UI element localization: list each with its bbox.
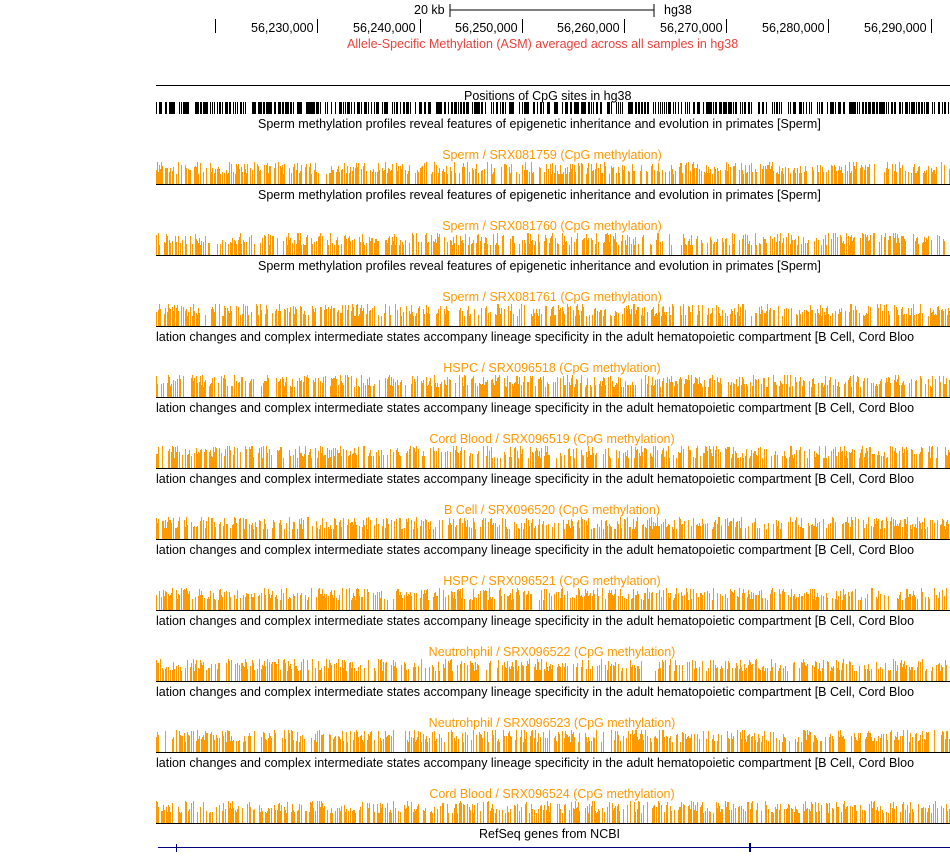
methylation-signal-track[interactable]	[156, 657, 950, 682]
track-group-description[interactable]: Sperm methylation profiles reveal featur…	[258, 188, 821, 202]
methylation-signal-track[interactable]	[156, 728, 950, 753]
track-group-description[interactable]: lation changes and complex intermediate …	[156, 685, 915, 699]
methylation-signal-track[interactable]	[156, 231, 950, 256]
track-group-description[interactable]: Sperm methylation profiles reveal featur…	[258, 117, 821, 131]
ruler-tick-label: 56,290,000	[864, 21, 927, 35]
scale-bar-label: 20 kb	[414, 3, 445, 17]
methylation-track-label[interactable]: B Cell / SRX096520 (CpG methylation)	[443, 503, 661, 517]
asm-track-title[interactable]: Allele-Specific Methylation (ASM) averag…	[347, 37, 739, 51]
track-separator	[156, 85, 950, 86]
methylation-signal-track[interactable]	[156, 586, 950, 611]
track-group-description[interactable]: lation changes and complex intermediate …	[156, 472, 915, 486]
assembly-label: hg38	[664, 3, 692, 17]
refseq-track-label[interactable]: RefSeq genes from NCBI	[479, 827, 621, 841]
methylation-track-label[interactable]: Cord Blood / SRX096524 (CpG methylation)	[429, 787, 675, 801]
methylation-track-label[interactable]: Neutrohphil / SRX096522 (CpG methylation…	[428, 645, 676, 659]
ruler-tick-label: 56,240,000	[353, 21, 416, 35]
ruler-tick-label: 56,230,000	[251, 21, 314, 35]
methylation-track-label[interactable]: Neutrohphil / SRX096523 (CpG methylation…	[428, 716, 676, 730]
methylation-track-label[interactable]: HSPC / SRX096521 (CpG methylation)	[443, 574, 661, 588]
methylation-track-label[interactable]: Sperm / SRX081759 (CpG methylation)	[442, 148, 662, 162]
methylation-track-label[interactable]: HSPC / SRX096518 (CpG methylation)	[443, 361, 661, 375]
position-ruler[interactable]: 20 kb hg38 56,230,000 56,240,000 56,250,…	[0, 0, 950, 60]
ruler-tick-marks	[215, 19, 932, 33]
track-group-description[interactable]: lation changes and complex intermediate …	[156, 614, 915, 628]
cpg-sites-track[interactable]	[156, 102, 950, 114]
methylation-signal-track[interactable]	[156, 444, 950, 469]
methylation-signal-track[interactable]	[156, 515, 950, 540]
ruler-tick-label: 56,280,000	[762, 21, 825, 35]
track-group-description[interactable]: lation changes and complex intermediate …	[156, 330, 915, 344]
track-group-description[interactable]: Sperm methylation profiles reveal featur…	[258, 259, 821, 273]
track-group-description[interactable]: lation changes and complex intermediate …	[156, 543, 915, 557]
refseq-gene-track[interactable]	[156, 840, 950, 854]
methylation-track-label[interactable]: Sperm / SRX081760 (CpG methylation)	[442, 219, 662, 233]
methylation-track-label[interactable]: Cord Blood / SRX096519 (CpG methylation)	[429, 432, 675, 446]
track-group-description[interactable]: lation changes and complex intermediate …	[156, 756, 915, 770]
cpg-track-label[interactable]: Positions of CpG sites in hg38	[464, 89, 632, 103]
methylation-signal-track[interactable]	[156, 373, 950, 398]
ruler-tick-label: 56,270,000	[660, 21, 723, 35]
track-group-description[interactable]: lation changes and complex intermediate …	[156, 401, 915, 415]
methylation-signal-track[interactable]	[156, 799, 950, 824]
scale-bar	[449, 4, 655, 17]
ruler-tick-label: 56,250,000	[455, 21, 518, 35]
gene-exon-mark	[749, 843, 751, 852]
methylation-track-label[interactable]: Sperm / SRX081761 (CpG methylation)	[442, 290, 662, 304]
methylation-signal-track[interactable]	[156, 302, 950, 327]
ruler-tick-label: 56,260,000	[557, 21, 620, 35]
methylation-signal-track[interactable]	[156, 160, 950, 185]
